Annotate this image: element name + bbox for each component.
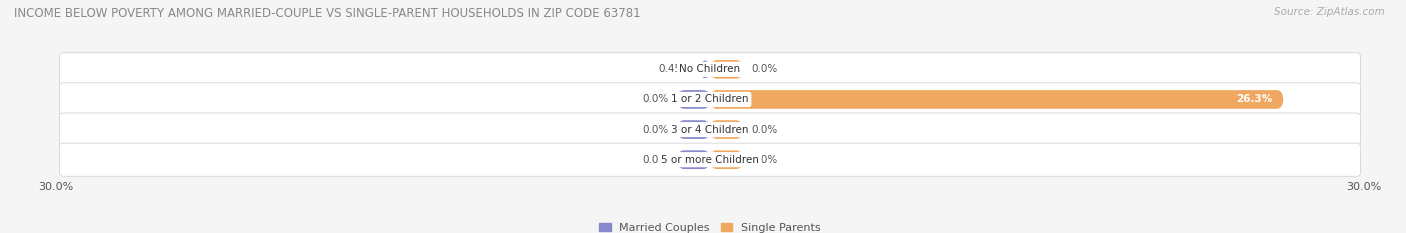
Text: 0.0%: 0.0% xyxy=(643,125,669,135)
FancyBboxPatch shape xyxy=(59,83,1361,116)
FancyBboxPatch shape xyxy=(710,90,1284,109)
Text: 0.0%: 0.0% xyxy=(751,155,778,165)
Text: 26.3%: 26.3% xyxy=(1236,94,1272,104)
Text: 3 or 4 Children: 3 or 4 Children xyxy=(671,125,749,135)
FancyBboxPatch shape xyxy=(59,143,1361,176)
Text: 0.0%: 0.0% xyxy=(751,64,778,74)
Text: 0.0%: 0.0% xyxy=(751,125,778,135)
FancyBboxPatch shape xyxy=(59,53,1361,86)
Legend: Married Couples, Single Parents: Married Couples, Single Parents xyxy=(595,218,825,233)
FancyBboxPatch shape xyxy=(700,60,710,79)
FancyBboxPatch shape xyxy=(710,120,742,139)
Text: INCOME BELOW POVERTY AMONG MARRIED-COUPLE VS SINGLE-PARENT HOUSEHOLDS IN ZIP COD: INCOME BELOW POVERTY AMONG MARRIED-COUPL… xyxy=(14,7,641,20)
FancyBboxPatch shape xyxy=(678,90,710,109)
Text: 0.0%: 0.0% xyxy=(643,94,669,104)
Text: 5 or more Children: 5 or more Children xyxy=(661,155,759,165)
Text: 0.45%: 0.45% xyxy=(658,64,692,74)
Text: 0.0%: 0.0% xyxy=(643,155,669,165)
FancyBboxPatch shape xyxy=(678,120,710,139)
Text: No Children: No Children xyxy=(679,64,741,74)
FancyBboxPatch shape xyxy=(59,113,1361,146)
Text: 1 or 2 Children: 1 or 2 Children xyxy=(671,94,749,104)
FancyBboxPatch shape xyxy=(710,150,742,169)
FancyBboxPatch shape xyxy=(678,150,710,169)
FancyBboxPatch shape xyxy=(710,60,742,79)
Text: Source: ZipAtlas.com: Source: ZipAtlas.com xyxy=(1274,7,1385,17)
